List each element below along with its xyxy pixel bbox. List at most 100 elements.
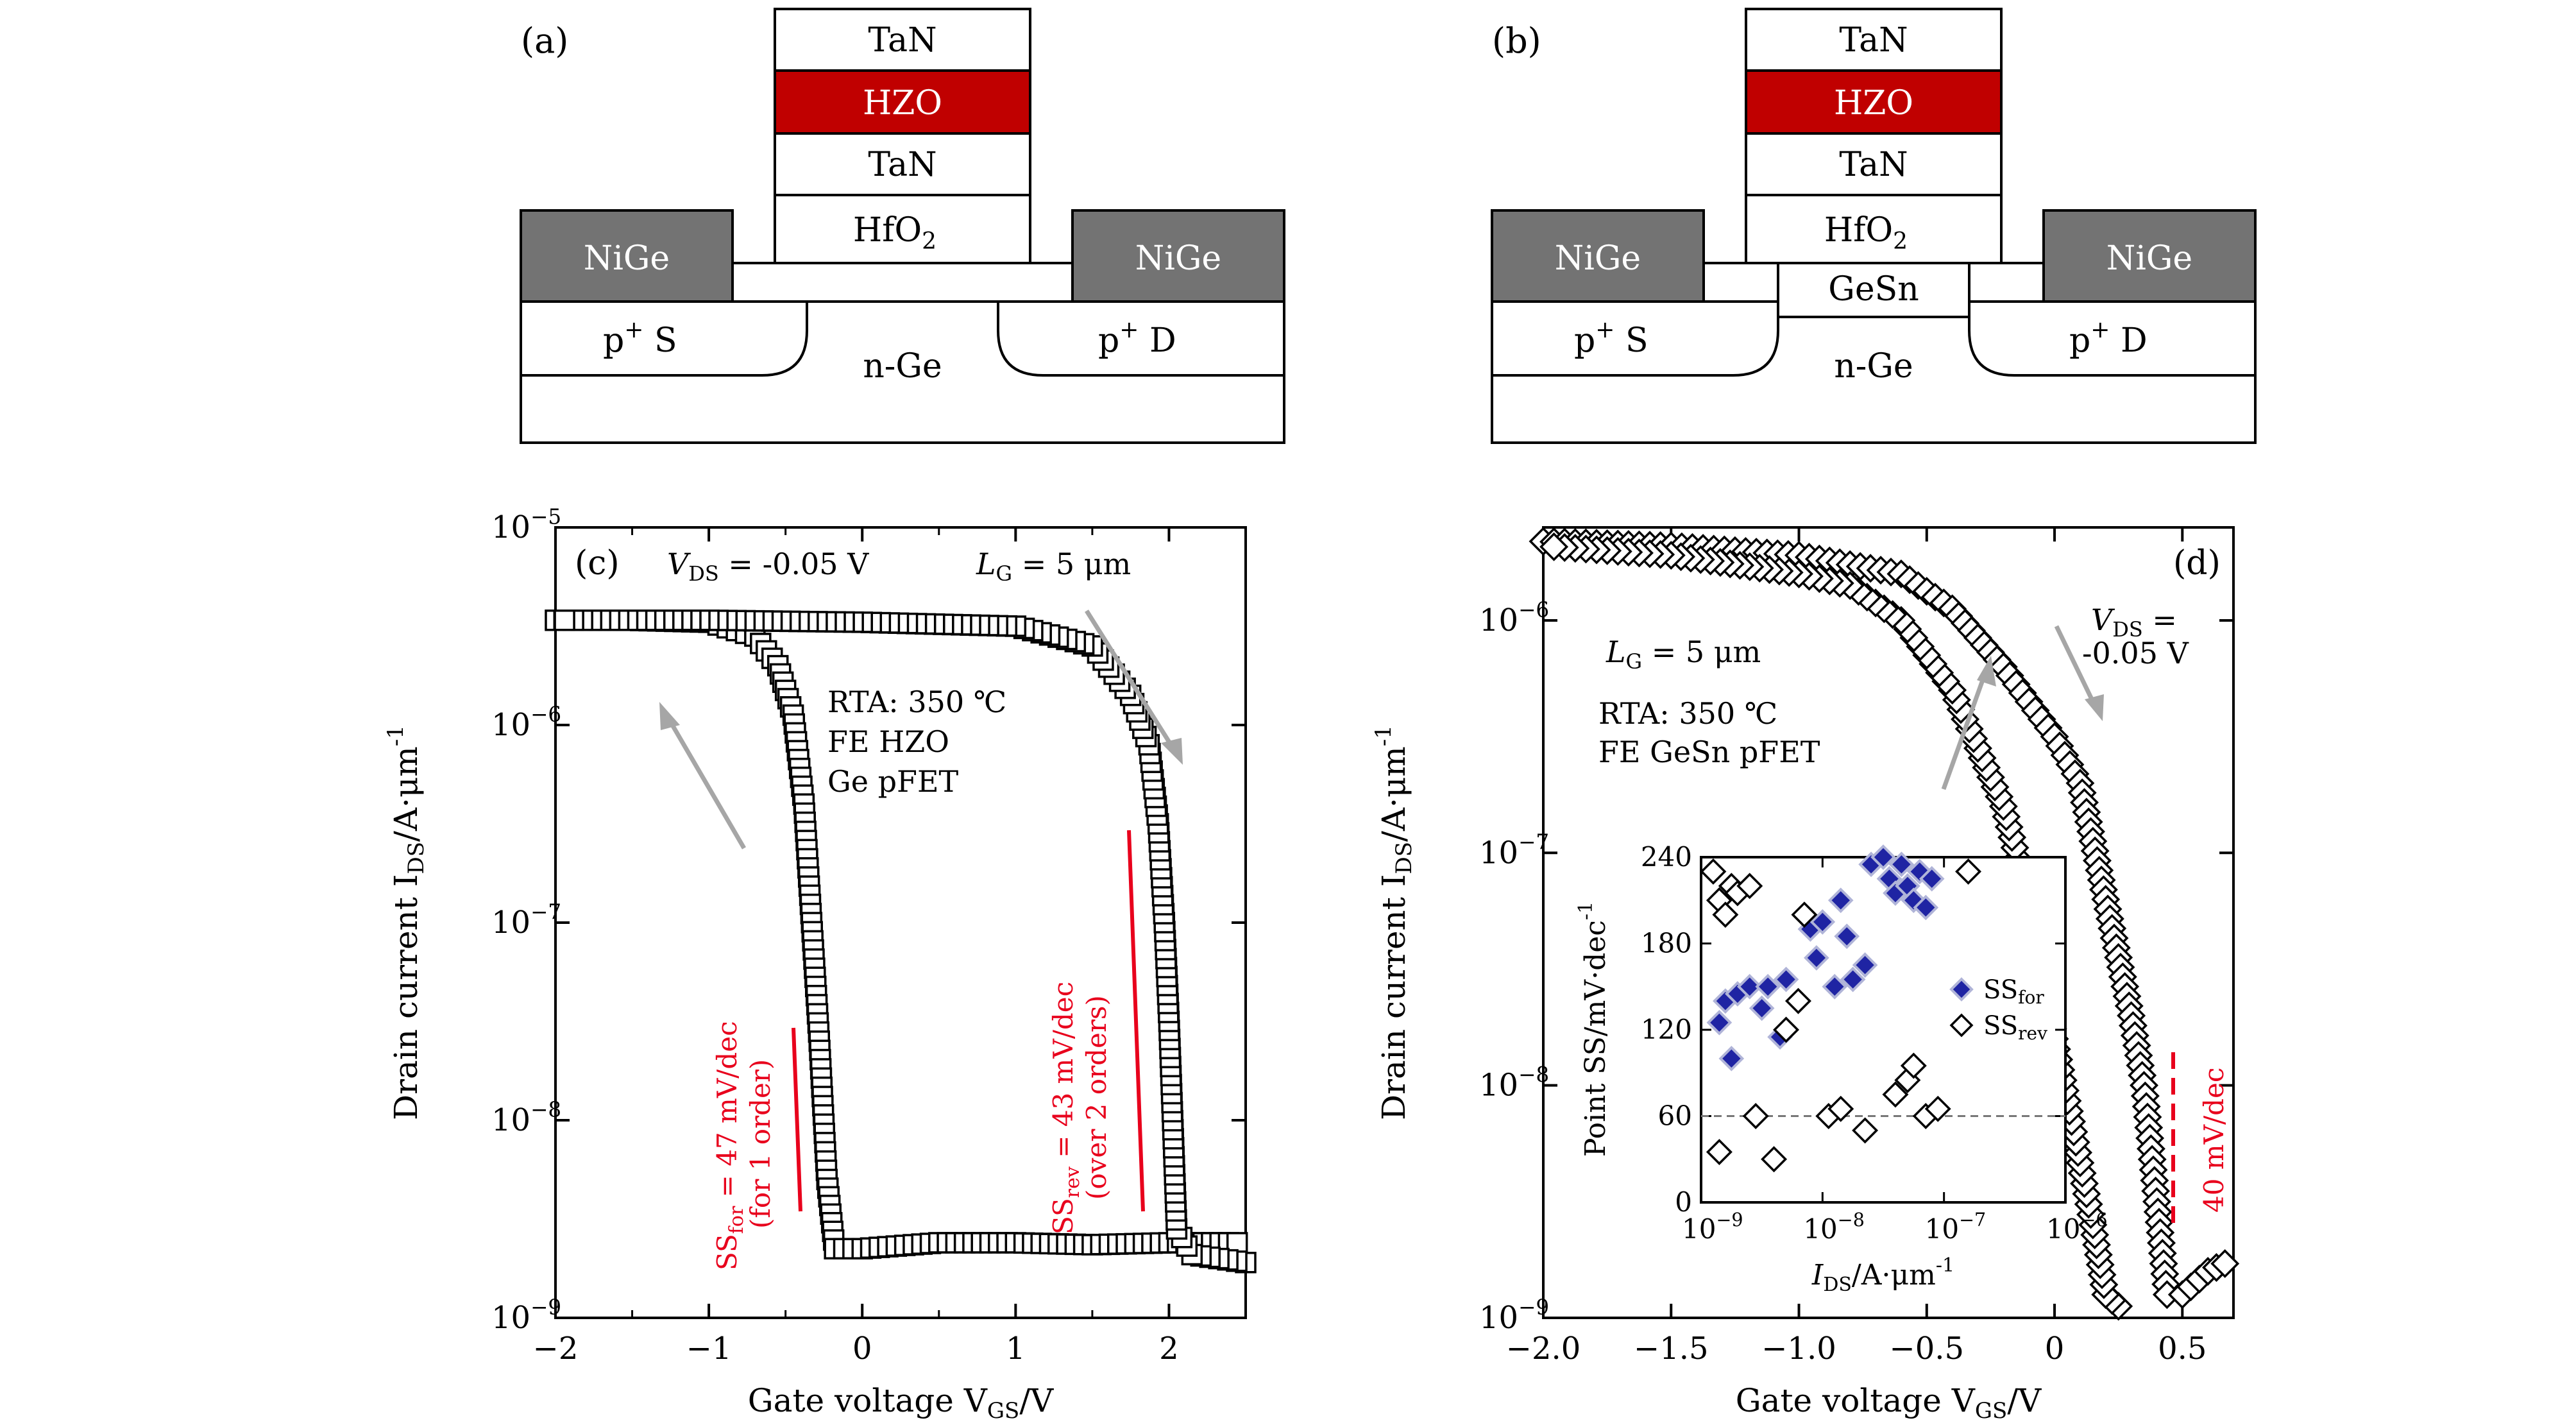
panel-a-source-label: p+ S [603, 317, 677, 360]
chart-c-ss-for-label: SSfor = 47 mV/dec [711, 1021, 748, 1270]
inset-point-ss-for [1870, 844, 1896, 870]
inset-ytick-label: 180 [1641, 928, 1692, 959]
panel-a-hzo-label: HZO [863, 84, 942, 123]
chart-c-reverse-arrow [1085, 610, 1176, 751]
panel-b-hzo [1745, 69, 2003, 135]
chart-d-ss-label: 40 mV/dec [2198, 1068, 2230, 1213]
inset-point-ss-for [1822, 973, 1848, 1000]
inset-frame [1700, 856, 2067, 1204]
chart-c-forward-arrowhead [659, 702, 680, 730]
chart-d-xtick-label: −1.0 [1761, 1331, 1836, 1367]
panel-a-tan-bottom-label: TaN [868, 146, 936, 184]
inset-point-ss-rev [1852, 1117, 1879, 1144]
panel-a-source-well [521, 300, 808, 377]
chart-c-ss-for-line [792, 1027, 802, 1212]
panel-a-nige-right [1071, 209, 1285, 303]
chart-c-ytick-label: 10−5 [491, 504, 561, 545]
panel-a-drain-label: p+ D [1098, 317, 1176, 360]
panel-a-substrate-box [520, 300, 1285, 444]
chart-c-xtick-label: −2 [533, 1331, 579, 1367]
inset-point-ss-rev [1784, 987, 1811, 1014]
inset-point-ss-for [1706, 1009, 1733, 1036]
chart-d-frame [1542, 526, 2235, 1319]
chart-d-ytick-label: 10−9 [1479, 1295, 1549, 1336]
inset-point-ss-rev [1827, 1095, 1854, 1122]
inset-xtick-label: 10−6 [2046, 1209, 2108, 1245]
panel-b-tan-top [1745, 8, 2003, 72]
panel-a-substrate-label: n-Ge [863, 347, 942, 386]
chart-c-reverse-arrowhead [1161, 738, 1183, 765]
chart-d-ytick-label: 10−6 [1479, 597, 1549, 638]
inset-point-ss-for [1827, 887, 1854, 914]
chart-c-point-reverse [554, 610, 575, 631]
panel-b-hfo2-label: HfO2 [1824, 211, 1908, 255]
panel-b-label: (b) [1492, 21, 1541, 61]
inset-ytick-label: 240 [1641, 841, 1692, 873]
panel-a-label: (a) [521, 21, 568, 61]
inset-point-ss-for [1840, 966, 1866, 993]
inset-ylabel: Point SS/mV·dec-1 [1575, 901, 1612, 1157]
inset-point-ss-for [1755, 973, 1781, 1000]
inset-point-ss-for [1809, 909, 1836, 935]
inset-point-ss-rev [1736, 873, 1763, 900]
chart-d-ylabel: Drain current IDS/A·μm-1 [1371, 725, 1417, 1120]
inset-point-ss-for [1749, 995, 1775, 1021]
chart-d-vds-value: -0.05 V [2082, 636, 2189, 670]
chart-d-xtick-label: 0.5 [2158, 1331, 2207, 1367]
panel-b-nige-left [1491, 209, 1705, 303]
panel-a-nige-left-label: NiGe [584, 239, 670, 278]
panel-b-drain-label: p+ D [2069, 317, 2148, 360]
chart-d-vds-label: VDS = [2091, 602, 2177, 642]
panel-b-substrate-label: n-Ge [1834, 347, 1913, 386]
inset-point-ss-for [1888, 851, 1915, 878]
chart-d-note-device: FE GeSn pFET [1598, 735, 1820, 769]
inset-point-ss-for [1852, 952, 1878, 978]
panel-a-tan-top [774, 8, 1031, 72]
chart-c-forward-arrow [665, 715, 747, 849]
chart-d-xtick-label: −0.5 [1889, 1331, 1964, 1367]
chart-c-xtick-label: 1 [1006, 1331, 1026, 1367]
inset-point-ss-rev [1761, 1146, 1788, 1173]
panel-b-substrate-box [1491, 300, 2257, 444]
inset-xtick-label: 10−8 [1803, 1209, 1865, 1245]
chart-d-reverse-arrowhead [1977, 656, 1996, 687]
chart-d-inset: 10−9 10−8 10−7 10−6 0 60 120 180 240 SSfor SSre… [1575, 841, 2108, 1296]
panel-b-gesn-label: GeSn [1828, 270, 1919, 309]
chart-d-xtick-label: −1.5 [1634, 1331, 1709, 1367]
chart-c-vds-label: VDS = -0.05 V [667, 547, 869, 586]
panel-b-tan-bottom-label: TaN [1839, 146, 1908, 184]
inset-point-ss-for [1718, 1046, 1745, 1071]
inset-legend-for: SSfor [1983, 975, 2044, 1008]
chart-c-note-material: FE HZO [827, 724, 949, 759]
chart-c-xtick-label: −1 [686, 1331, 732, 1367]
chart-c-ss-for-note: (for 1 order) [745, 1059, 776, 1229]
chart-d-reverse-arrow [1941, 670, 1988, 790]
inset-point-ss-rev [1955, 858, 1982, 885]
panel-b-hfo2 [1745, 194, 2003, 264]
inset-point-ss-for [1834, 923, 1860, 950]
panel-b-tan-top-label: TaN [1839, 21, 1908, 60]
inset-ytick-label: 0 [1675, 1186, 1692, 1218]
inset-xtick-label: 10−9 [1682, 1209, 1743, 1245]
panel-a-hzo [774, 69, 1031, 135]
chart-d-note-rta: RTA: 350 ℃ [1598, 696, 1777, 731]
inset-xtick-label: 10−7 [1925, 1209, 1987, 1245]
inset-point-ss-rev [1706, 1139, 1733, 1166]
panel-a-device-schematic: (a) NiGe NiGe TaN HZO TaN HfO2 p+ S p+ D… [520, 8, 1285, 444]
panel-b-nige-left-label: NiGe [1555, 239, 1641, 278]
panel-b-source-well [1492, 300, 1779, 377]
chart-c-ytick-label: 10−9 [491, 1295, 561, 1336]
panel-a-tan-top-label: TaN [868, 21, 936, 60]
chart-d-lg-label: LG = 5 μm [1606, 635, 1761, 674]
chart-d-xtick-label: −2.0 [1506, 1331, 1581, 1367]
inset-legend-marker-for [1949, 977, 1974, 1002]
chart-d-forward-arrow [2054, 625, 2097, 707]
inset-point-ss-rev [1773, 1016, 1800, 1043]
inset-xlabel: IDS/A·μm-1 [1811, 1254, 1954, 1296]
inset-point-ss-rev [1900, 1052, 1927, 1079]
inset-point-ss-rev [1700, 858, 1727, 885]
chart-d-point-reverse [1539, 532, 1569, 561]
chart-d-forward-arrowhead [2085, 694, 2104, 721]
inset-point-ss-for [1804, 945, 1829, 971]
